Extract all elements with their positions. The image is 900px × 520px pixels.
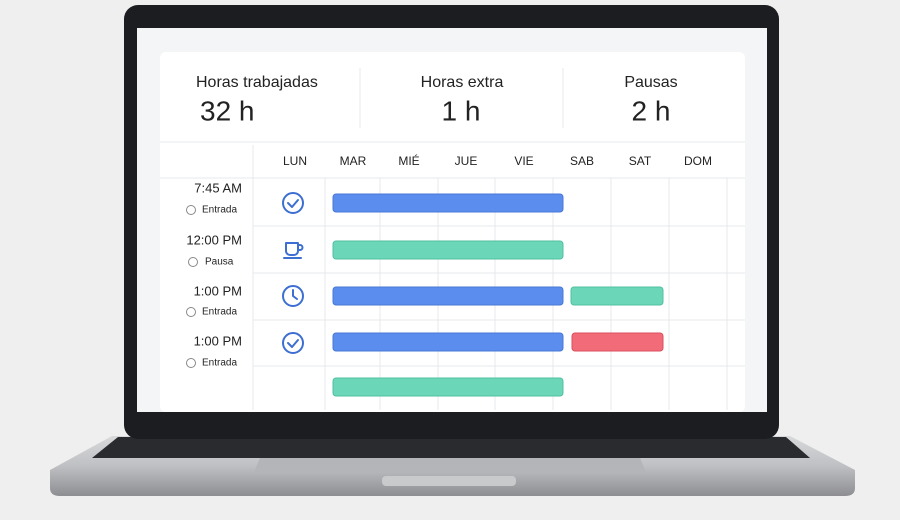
- check-icon: [282, 192, 304, 214]
- shift-bar: [332, 332, 564, 352]
- break-bar: [332, 240, 564, 260]
- row-time: 12:00 PM: [186, 232, 242, 247]
- day-label: JUE: [455, 154, 478, 168]
- status-icon: [188, 257, 198, 267]
- day-label: DOM: [684, 154, 712, 168]
- row-time: 7:45 AM: [194, 180, 242, 195]
- stat-value: 2 h: [632, 95, 671, 126]
- clock-icon: [282, 285, 304, 307]
- check-icon: [282, 332, 304, 354]
- status-icon: [186, 358, 196, 368]
- day-label: SAB: [570, 154, 594, 168]
- keyboard: [92, 437, 810, 458]
- row-time: 1:00 PM: [194, 283, 242, 298]
- stat-label: Horas trabajadas: [196, 74, 318, 91]
- break-bar: [570, 286, 664, 306]
- stat-value: 1 h: [442, 95, 481, 126]
- row-status: Pausa: [205, 257, 234, 268]
- stat-value: 32 h: [200, 95, 255, 126]
- day-label: MIÉ: [398, 153, 419, 168]
- shift-bar: [332, 286, 564, 306]
- shift-bar: [332, 193, 564, 213]
- stat-label: Pausas: [624, 74, 677, 91]
- notch: [382, 476, 516, 486]
- break-bar: [332, 377, 564, 397]
- status-icon: [186, 205, 196, 215]
- day-label: MAR: [340, 154, 367, 168]
- row-time: 1:00 PM: [194, 333, 242, 348]
- row-status: Entrada: [202, 205, 237, 216]
- day-label: LUN: [283, 154, 307, 168]
- stat-label: Horas extra: [421, 74, 504, 91]
- row-status: Entrada: [202, 307, 237, 318]
- status-icon: [186, 307, 196, 317]
- overtime-bar: [571, 332, 664, 352]
- row-status: Entrada: [202, 358, 237, 369]
- cup-icon: [283, 242, 304, 259]
- trackpad: [254, 458, 646, 472]
- day-label: VIE: [514, 154, 533, 168]
- day-label: SAT: [629, 154, 652, 168]
